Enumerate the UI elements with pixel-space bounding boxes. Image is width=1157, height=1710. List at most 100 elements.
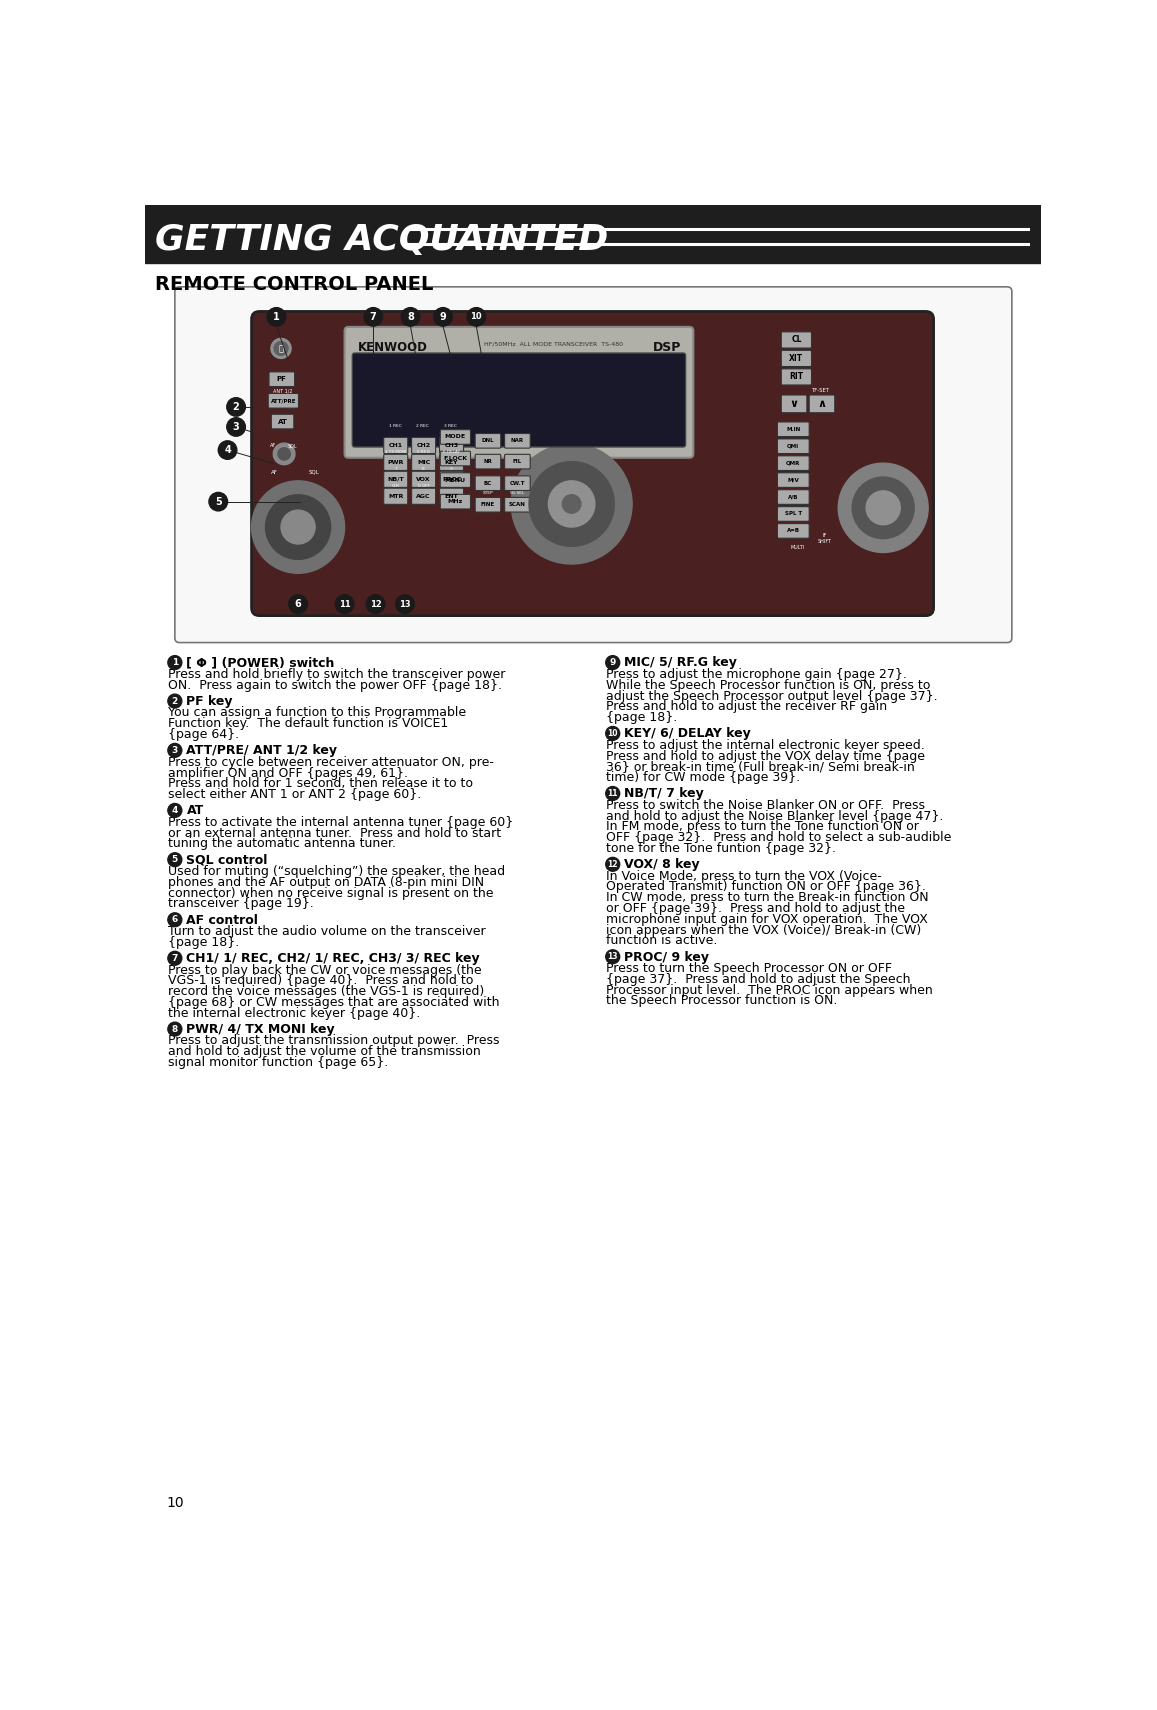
Text: the Speech Processor function is ON.: the Speech Processor function is ON. bbox=[606, 995, 838, 1007]
Text: time) for CW mode {page 39}.: time) for CW mode {page 39}. bbox=[606, 771, 799, 785]
FancyBboxPatch shape bbox=[440, 438, 464, 453]
Text: AF: AF bbox=[271, 443, 277, 448]
Text: XIT: XIT bbox=[789, 354, 803, 363]
Circle shape bbox=[367, 595, 385, 614]
Text: VOX: VOX bbox=[417, 477, 430, 482]
Text: ANT 1/2: ANT 1/2 bbox=[273, 388, 293, 393]
Text: 13: 13 bbox=[399, 600, 411, 609]
FancyBboxPatch shape bbox=[504, 455, 530, 469]
Text: MIC: MIC bbox=[417, 460, 430, 465]
Text: 7: 7 bbox=[395, 467, 397, 470]
Text: KEY: KEY bbox=[444, 460, 458, 465]
Text: HF/50MHz  ALL MODE TRANSCEIVER  TS-480: HF/50MHz ALL MODE TRANSCEIVER TS-480 bbox=[484, 342, 624, 347]
Text: {page 68} or CW messages that are associated with: {page 68} or CW messages that are associ… bbox=[168, 995, 500, 1009]
Text: ON.  Press again to switch the power OFF {page 18}.: ON. Press again to switch the power OFF … bbox=[168, 679, 502, 693]
Circle shape bbox=[606, 727, 620, 740]
Bar bbox=[145, 205, 1041, 263]
FancyBboxPatch shape bbox=[353, 352, 686, 446]
Text: FIL: FIL bbox=[513, 458, 522, 463]
Circle shape bbox=[168, 1023, 182, 1036]
Text: 9: 9 bbox=[440, 311, 447, 321]
Circle shape bbox=[289, 595, 308, 614]
FancyBboxPatch shape bbox=[781, 369, 811, 385]
Text: {page 64}.: {page 64}. bbox=[168, 728, 239, 740]
Text: 6 DELAY: 6 DELAY bbox=[443, 450, 460, 453]
Circle shape bbox=[168, 913, 182, 927]
Text: 10: 10 bbox=[607, 728, 618, 739]
Text: 7: 7 bbox=[171, 954, 178, 963]
Text: CH1/ 1/ REC, CH2/ 1/ REC, CH3/ 3/ REC key: CH1/ 1/ REC, CH2/ 1/ REC, CH3/ 3/ REC ke… bbox=[186, 952, 480, 964]
Circle shape bbox=[271, 339, 292, 359]
Circle shape bbox=[168, 744, 182, 758]
Circle shape bbox=[219, 441, 237, 460]
Text: FINE: FINE bbox=[481, 503, 495, 508]
FancyBboxPatch shape bbox=[778, 439, 809, 453]
FancyBboxPatch shape bbox=[345, 327, 693, 458]
Text: AF: AF bbox=[272, 470, 279, 475]
Text: A=B: A=B bbox=[787, 528, 799, 534]
FancyBboxPatch shape bbox=[476, 434, 501, 448]
Text: F.LOCK: F.LOCK bbox=[443, 457, 467, 462]
Text: Processor input level.  The PROC icon appears when: Processor input level. The PROC icon app… bbox=[606, 983, 933, 997]
FancyBboxPatch shape bbox=[778, 422, 809, 436]
Text: adjust the Speech Processor output level {page 37}.: adjust the Speech Processor output level… bbox=[606, 689, 937, 703]
Text: 2: 2 bbox=[233, 402, 239, 412]
FancyBboxPatch shape bbox=[412, 438, 436, 453]
Text: ATT/PRE: ATT/PRE bbox=[271, 398, 296, 404]
FancyBboxPatch shape bbox=[384, 455, 407, 470]
Text: NB/T: NB/T bbox=[388, 477, 404, 482]
Text: 4 TX MONI: 4 TX MONI bbox=[385, 450, 406, 453]
Text: Operated Transmit) function ON or OFF {page 36}.: Operated Transmit) function ON or OFF {p… bbox=[606, 881, 926, 894]
Text: AF control: AF control bbox=[186, 913, 258, 927]
Text: M/V: M/V bbox=[788, 477, 799, 482]
Circle shape bbox=[227, 417, 245, 436]
FancyBboxPatch shape bbox=[504, 434, 530, 448]
Text: 13: 13 bbox=[607, 952, 618, 961]
Circle shape bbox=[839, 463, 928, 552]
Circle shape bbox=[227, 398, 245, 416]
Text: 8: 8 bbox=[407, 311, 414, 321]
Circle shape bbox=[853, 477, 914, 539]
Text: Press and hold to adjust the VOX delay time {page: Press and hold to adjust the VOX delay t… bbox=[606, 749, 924, 763]
Text: ∧: ∧ bbox=[818, 398, 826, 409]
Text: VGS-1 is required) {page 40}.  Press and hold to: VGS-1 is required) {page 40}. Press and … bbox=[168, 975, 473, 987]
FancyBboxPatch shape bbox=[251, 311, 934, 616]
Circle shape bbox=[606, 949, 620, 964]
Text: Turn to adjust the audio volume on the transceiver: Turn to adjust the audio volume on the t… bbox=[168, 925, 486, 939]
Text: Press to switch the Noise Blanker ON or OFF.  Press: Press to switch the Noise Blanker ON or … bbox=[606, 799, 924, 812]
Text: PF key: PF key bbox=[186, 694, 233, 708]
Text: Function key.  The default function is VOICE1: Function key. The default function is VO… bbox=[168, 716, 448, 730]
Circle shape bbox=[364, 308, 383, 327]
FancyBboxPatch shape bbox=[440, 487, 464, 504]
Text: SQL: SQL bbox=[287, 443, 297, 448]
Circle shape bbox=[251, 481, 345, 573]
Circle shape bbox=[267, 308, 286, 327]
Text: Press and hold for 1 second, then release it to to: Press and hold for 1 second, then releas… bbox=[168, 778, 473, 790]
Text: TF-SET: TF-SET bbox=[812, 388, 831, 393]
Text: ∨: ∨ bbox=[789, 398, 798, 409]
Text: 6: 6 bbox=[171, 915, 178, 925]
Text: IF
SHIFT: IF SHIFT bbox=[818, 534, 832, 544]
Circle shape bbox=[168, 853, 182, 867]
Text: 9: 9 bbox=[450, 467, 452, 470]
Text: 5: 5 bbox=[215, 496, 222, 506]
Text: 1: 1 bbox=[171, 658, 178, 667]
Circle shape bbox=[401, 308, 420, 327]
Text: 3: 3 bbox=[233, 422, 239, 433]
Text: connector) when no receive signal is present on the: connector) when no receive signal is pre… bbox=[168, 887, 493, 899]
Text: 6: 6 bbox=[295, 598, 302, 609]
Text: or OFF {page 39}.  Press and hold to adjust the: or OFF {page 39}. Press and hold to adju… bbox=[606, 903, 905, 915]
Text: phones and the AF output on DATA (8-pin mini DIN: phones and the AF output on DATA (8-pin … bbox=[168, 876, 484, 889]
Text: PROC: PROC bbox=[442, 477, 462, 482]
Text: RIT: RIT bbox=[789, 373, 803, 381]
FancyBboxPatch shape bbox=[778, 506, 809, 522]
Text: NAR: NAR bbox=[511, 438, 524, 443]
Text: CLR: CLR bbox=[392, 484, 399, 487]
Text: STEP: STEP bbox=[482, 491, 493, 496]
Circle shape bbox=[529, 462, 614, 545]
Text: transceiver {page 19}.: transceiver {page 19}. bbox=[168, 898, 314, 910]
Text: DNL: DNL bbox=[481, 438, 494, 443]
Text: Press to activate the internal antenna tuner {page 60}: Press to activate the internal antenna t… bbox=[168, 816, 513, 829]
Text: microphone input gain for VOX operation.  The VOX: microphone input gain for VOX operation.… bbox=[606, 913, 928, 925]
Circle shape bbox=[168, 951, 182, 964]
